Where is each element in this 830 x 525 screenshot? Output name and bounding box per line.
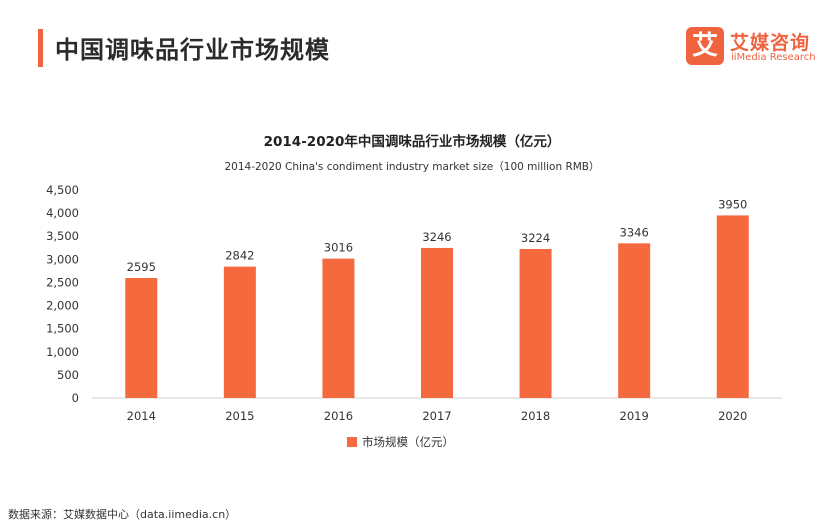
y-tick-label: 4,000 xyxy=(46,206,79,220)
x-tick-label: 2017 xyxy=(422,409,451,423)
legend: 市场规模（亿元） xyxy=(347,435,454,449)
title-accent-bar xyxy=(38,29,43,67)
bar-data-label: 2842 xyxy=(225,249,254,263)
y-tick-label: 0 xyxy=(72,391,79,405)
y-tick-label: 1,500 xyxy=(46,322,79,336)
data-source-note: 数据来源：艾媒数据中心（data.iimedia.cn） xyxy=(8,508,237,521)
x-tick-label: 2014 xyxy=(127,409,156,423)
bars-group: 2595 2842 3016 3246 3224 3346 3950 xyxy=(125,197,749,398)
bar xyxy=(125,278,158,398)
bar-data-label: 3016 xyxy=(324,241,353,255)
y-tick-label: 2,500 xyxy=(46,275,79,289)
iimedia-logo: 艾 艾媒咨询 iiMedia Research xyxy=(686,27,826,71)
logo-mark-icon: 艾 xyxy=(686,27,724,65)
bar xyxy=(519,248,552,398)
bar xyxy=(716,215,749,398)
y-tick-label: 1,000 xyxy=(46,345,79,359)
bar xyxy=(322,258,355,398)
bar xyxy=(223,266,256,398)
legend-swatch xyxy=(347,437,357,447)
logo-name-cn: 艾媒咨询 xyxy=(730,32,811,54)
bar-data-label: 3950 xyxy=(718,197,747,211)
market-size-bar-chart: 2014-2020年中国调味品行业市场规模（亿元） 2014-2020 Chin… xyxy=(46,133,782,449)
bar xyxy=(618,243,651,398)
y-tick-label: 3,000 xyxy=(46,252,79,266)
bar-data-label: 3346 xyxy=(620,225,649,239)
y-tick-label: 2,000 xyxy=(46,299,79,313)
chart-subtitle: 2014-2020 China's condiment industry mar… xyxy=(224,161,599,173)
x-tick-label: 2019 xyxy=(620,409,649,423)
y-axis: 0 500 1,000 1,500 2,000 2,500 3,000 3,500 4,000 4… xyxy=(46,183,79,405)
x-axis: 2014 2015 2016 2017 2018 2019 2020 xyxy=(127,409,748,423)
bar-data-label: 2595 xyxy=(127,260,156,274)
legend-label: 市场规模（亿元） xyxy=(362,435,454,449)
y-tick-label: 4,500 xyxy=(46,183,79,197)
x-tick-label: 2016 xyxy=(324,409,353,423)
page-title: 中国调味品行业市场规模 xyxy=(55,36,330,64)
x-tick-label: 2020 xyxy=(718,409,747,423)
chart-title: 2014-2020年中国调味品行业市场规模（亿元） xyxy=(264,133,561,150)
logo-name-en: iiMedia Research xyxy=(731,52,816,63)
y-tick-label: 3,500 xyxy=(46,229,79,243)
bar-data-label: 3224 xyxy=(521,231,550,245)
x-tick-label: 2018 xyxy=(521,409,550,423)
bar xyxy=(421,247,453,398)
x-tick-label: 2015 xyxy=(225,409,254,423)
bar-data-label: 3246 xyxy=(422,230,451,244)
y-tick-label: 500 xyxy=(57,368,79,382)
